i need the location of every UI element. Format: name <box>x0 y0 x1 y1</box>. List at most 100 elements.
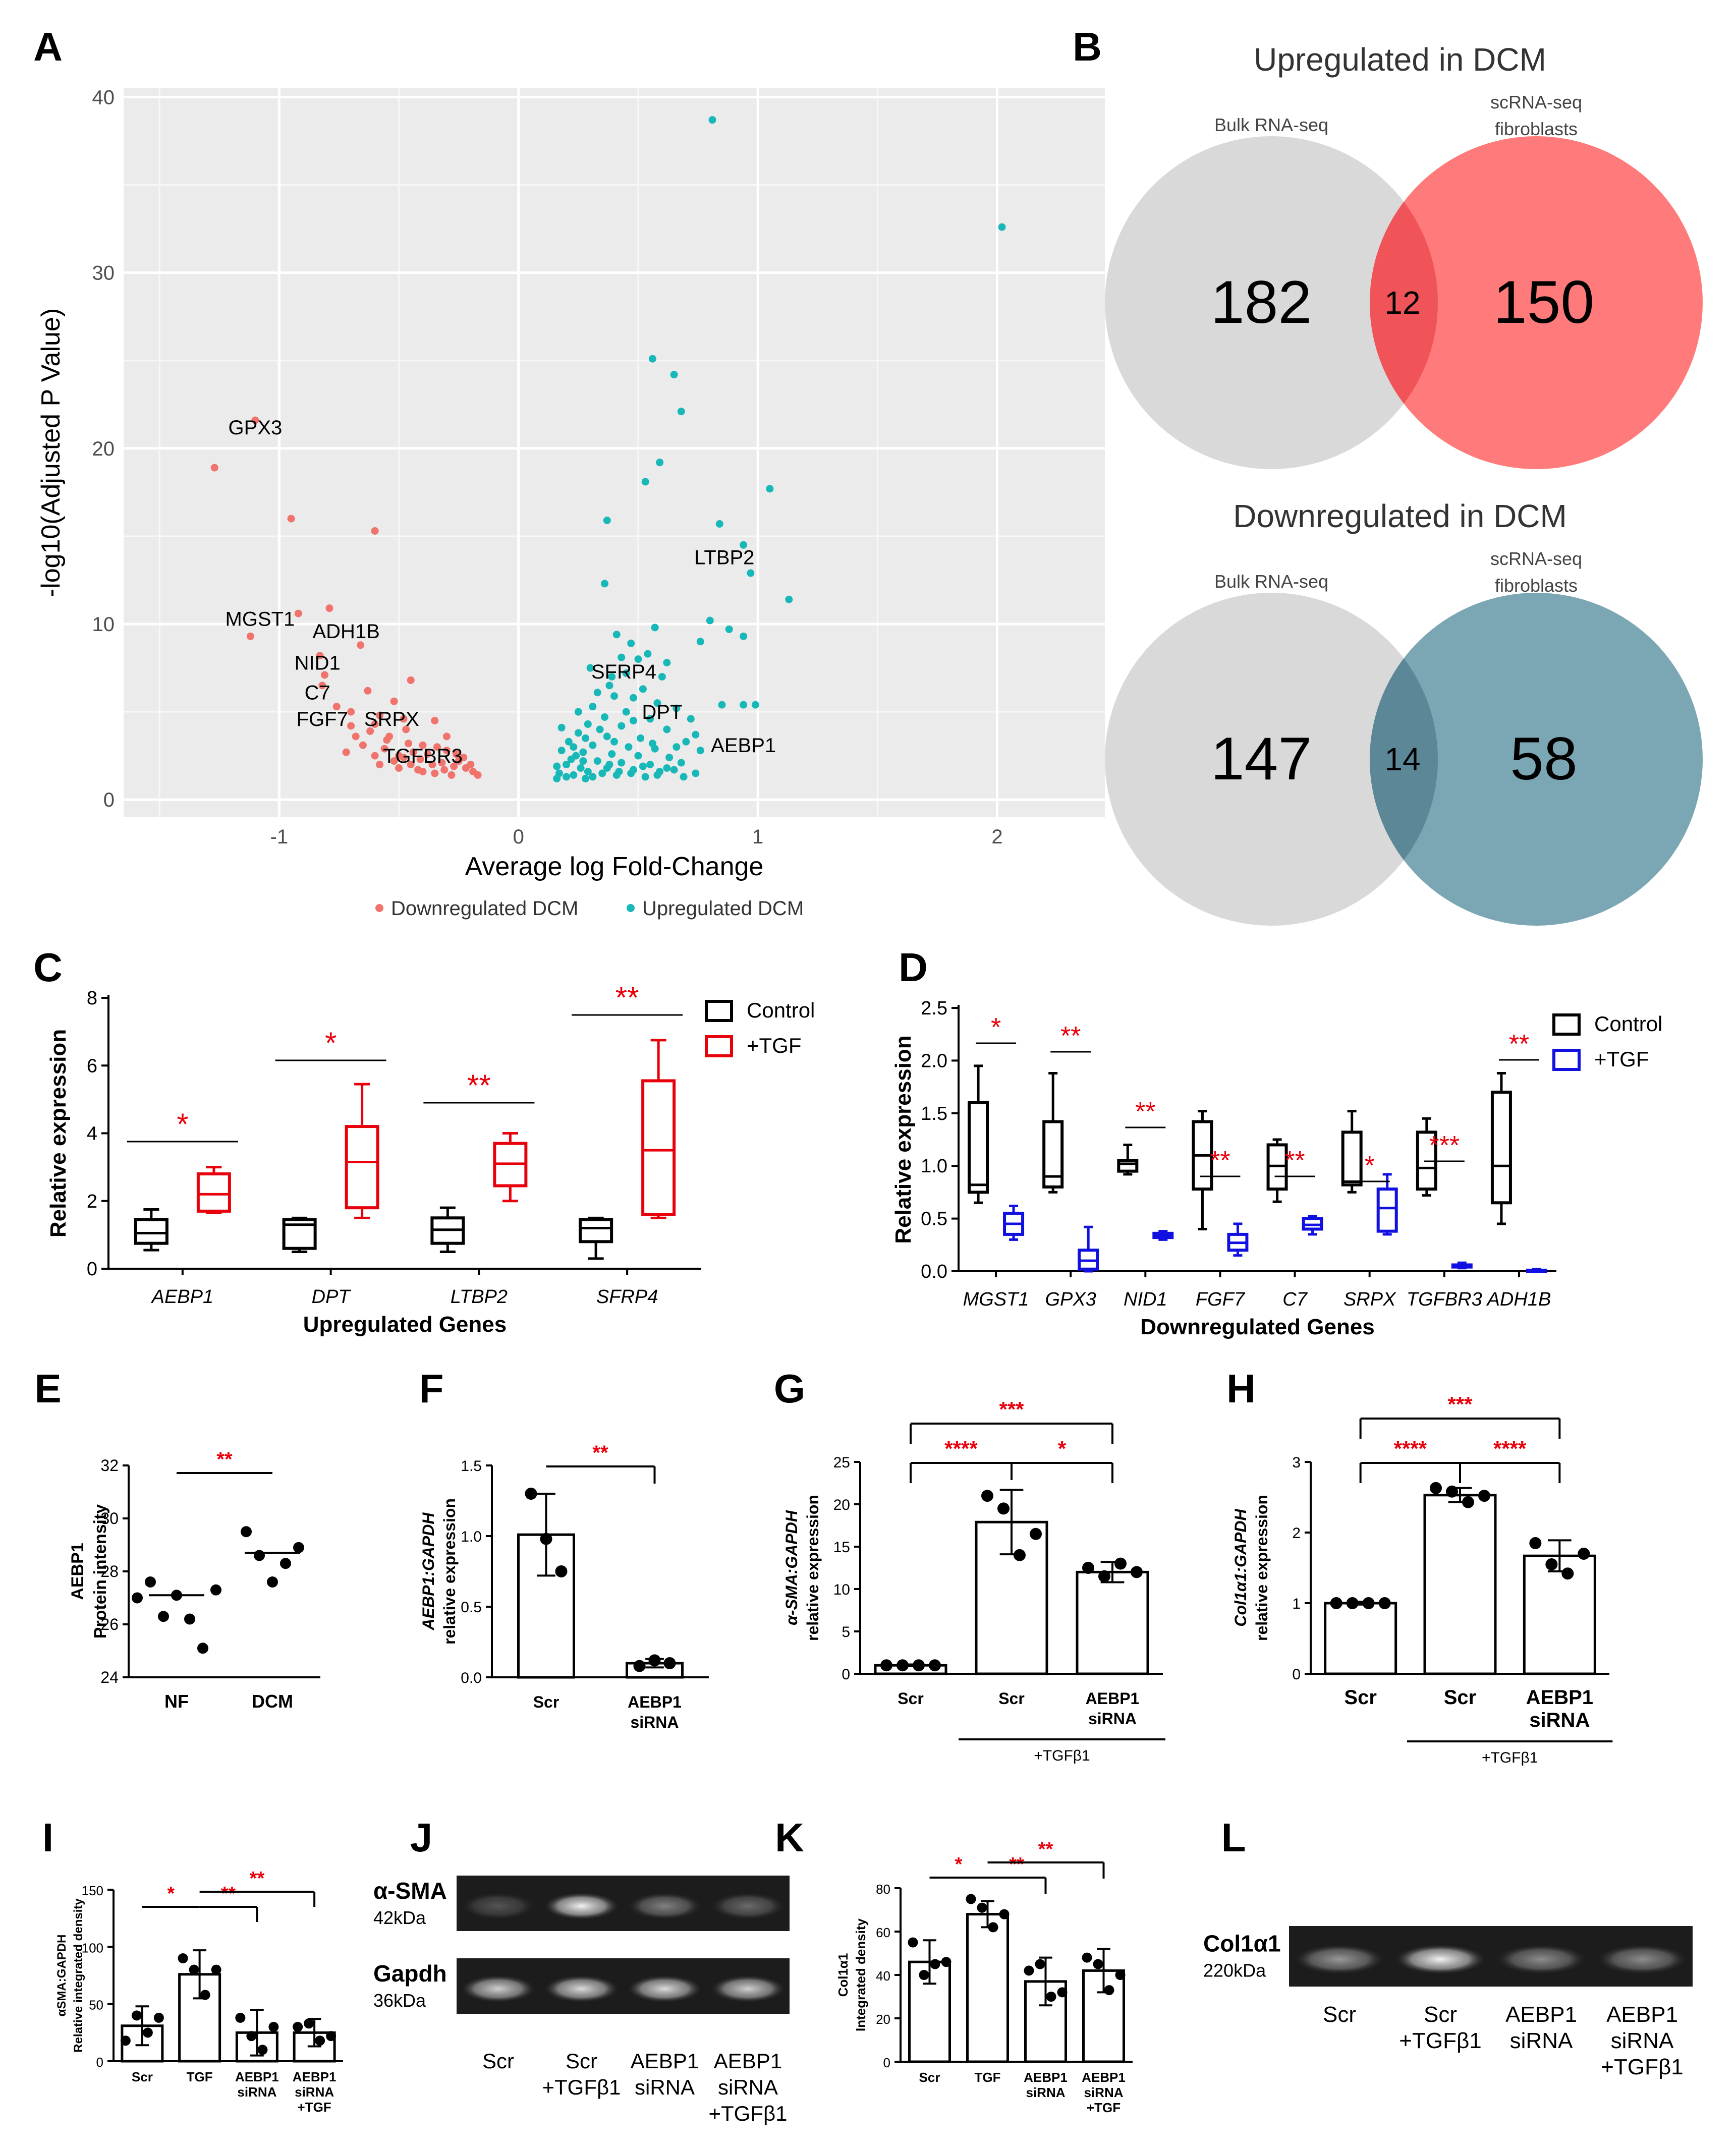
blot-band <box>708 1974 788 2004</box>
category-label: siRNA <box>1088 1710 1137 1728</box>
down-point <box>357 641 365 649</box>
y-tick-label: 0 <box>96 2055 103 2070</box>
up-point <box>557 747 566 755</box>
up-point <box>577 764 585 772</box>
gene-label: MGST1 <box>226 608 295 630</box>
down-point <box>347 722 355 730</box>
data-point <box>1446 1485 1458 1498</box>
blot-band <box>459 1974 538 2004</box>
data-point <box>1014 1549 1026 1561</box>
legend-label: +TGF <box>747 1034 802 1057</box>
category-label: AEBP1 <box>235 2069 279 2084</box>
y-tick-label: 8 <box>87 988 97 1009</box>
legend-marker-up <box>627 904 635 912</box>
y-axis-title: Relative expression <box>891 1035 916 1243</box>
y-tick-label: 4 <box>87 1123 97 1145</box>
up-point <box>644 650 652 658</box>
up-point <box>658 672 666 681</box>
data-point <box>131 2010 142 2021</box>
up-point <box>603 517 611 525</box>
down-point <box>419 741 427 749</box>
blot-row-label: α-SMA <box>373 1878 447 1904</box>
data-point <box>919 1970 929 1980</box>
up-point <box>553 774 561 782</box>
legend-label: +TGF <box>1594 1047 1649 1071</box>
blot-lane-label: AEBP1 <box>631 2049 699 2073</box>
blot-lane-label: Scr <box>482 2049 514 2073</box>
panel-letter-B: B <box>1073 24 1102 69</box>
blot-band <box>625 1891 704 1921</box>
up-point <box>641 478 649 486</box>
category-label: NF <box>164 1691 189 1712</box>
up-point <box>565 738 573 746</box>
data-point <box>908 1937 918 1948</box>
data-point <box>142 2027 153 2038</box>
blot-band <box>542 1891 621 1921</box>
venn-set-label: Bulk RNA-seq <box>1214 571 1328 592</box>
down-point <box>467 761 475 769</box>
significance-stars: ** <box>1135 1097 1155 1126</box>
legend-label: Downregulated DCM <box>391 897 578 920</box>
blot-lane-label: siRNA <box>635 2075 695 2099</box>
up-point <box>634 752 642 760</box>
bar-chart-col1a1-density: 0 20 40 60 80 Col1α1 Integrated density Scr TGF A… <box>835 1839 1133 2115</box>
y-axis-title: AEBP1:GAPDH <box>419 1512 437 1631</box>
data-point <box>1046 1992 1056 2002</box>
y-tick-label: 150 <box>82 1883 103 1898</box>
category-label: siRNA <box>1529 1709 1590 1731</box>
category-label: siRNA <box>1026 2085 1065 2100</box>
data-point <box>663 1657 676 1669</box>
up-point <box>665 754 674 762</box>
up-point <box>601 580 609 588</box>
data-point <box>235 2012 246 2023</box>
y-tick-label: 1.0 <box>921 1156 947 1177</box>
category-label: AEBP1 <box>1024 2070 1068 2085</box>
bar-chart-asma-density: 0 50 100 150 αSMA:GAPDH Relative integrated d… <box>55 1868 343 2115</box>
data-point <box>1098 1570 1110 1582</box>
down-point <box>447 771 456 779</box>
y-tick-label: 50 <box>89 1998 103 2013</box>
y-axis-title: α-SMA:GAPDH <box>782 1510 801 1625</box>
data-point <box>171 1590 182 1601</box>
up-point <box>557 723 566 731</box>
panel-letter-G: G <box>774 1366 805 1411</box>
up-point <box>718 701 726 709</box>
data-point <box>1035 1959 1045 1969</box>
gene-label: DPT <box>642 701 682 723</box>
down-point <box>409 748 417 756</box>
significance-stars: ** <box>592 1442 608 1464</box>
up-point <box>634 655 642 663</box>
panel-letter-F: F <box>419 1366 444 1411</box>
blot-size-label: 36kDa <box>373 1990 426 2011</box>
box <box>1341 1130 1363 1186</box>
category-label: NID1 <box>1124 1289 1167 1310</box>
y-tick-label: 10 <box>92 613 115 636</box>
down-point <box>352 732 360 741</box>
gene-label: ADH1B <box>312 620 379 643</box>
significance-stars: *** <box>999 1397 1024 1421</box>
y-axis-title: -log10(Adjusted P Value) <box>36 308 66 597</box>
down-point <box>318 682 326 690</box>
group-label: +TGFβ1 <box>1482 1749 1538 1766</box>
up-point <box>692 730 700 739</box>
up-point <box>663 764 671 772</box>
significance-stars: ** <box>467 1068 491 1102</box>
legend-label: Upregulated DCM <box>642 897 804 920</box>
venn-count-left: 182 <box>1211 268 1312 336</box>
venn-count-right: 58 <box>1510 725 1577 793</box>
up-point <box>601 713 609 721</box>
data-point <box>540 1533 552 1545</box>
y-tick-label: 32 <box>100 1456 119 1475</box>
y-axis-subtitle: Relative integrated density <box>72 1898 85 2053</box>
gene-label: C7 <box>305 682 330 704</box>
data-point <box>1024 1965 1034 1976</box>
up-point <box>670 371 678 379</box>
down-point <box>452 750 460 758</box>
panel-letter-D: D <box>899 945 928 990</box>
up-point <box>553 762 561 770</box>
up-point <box>598 769 606 777</box>
data-point <box>999 1909 1010 1919</box>
